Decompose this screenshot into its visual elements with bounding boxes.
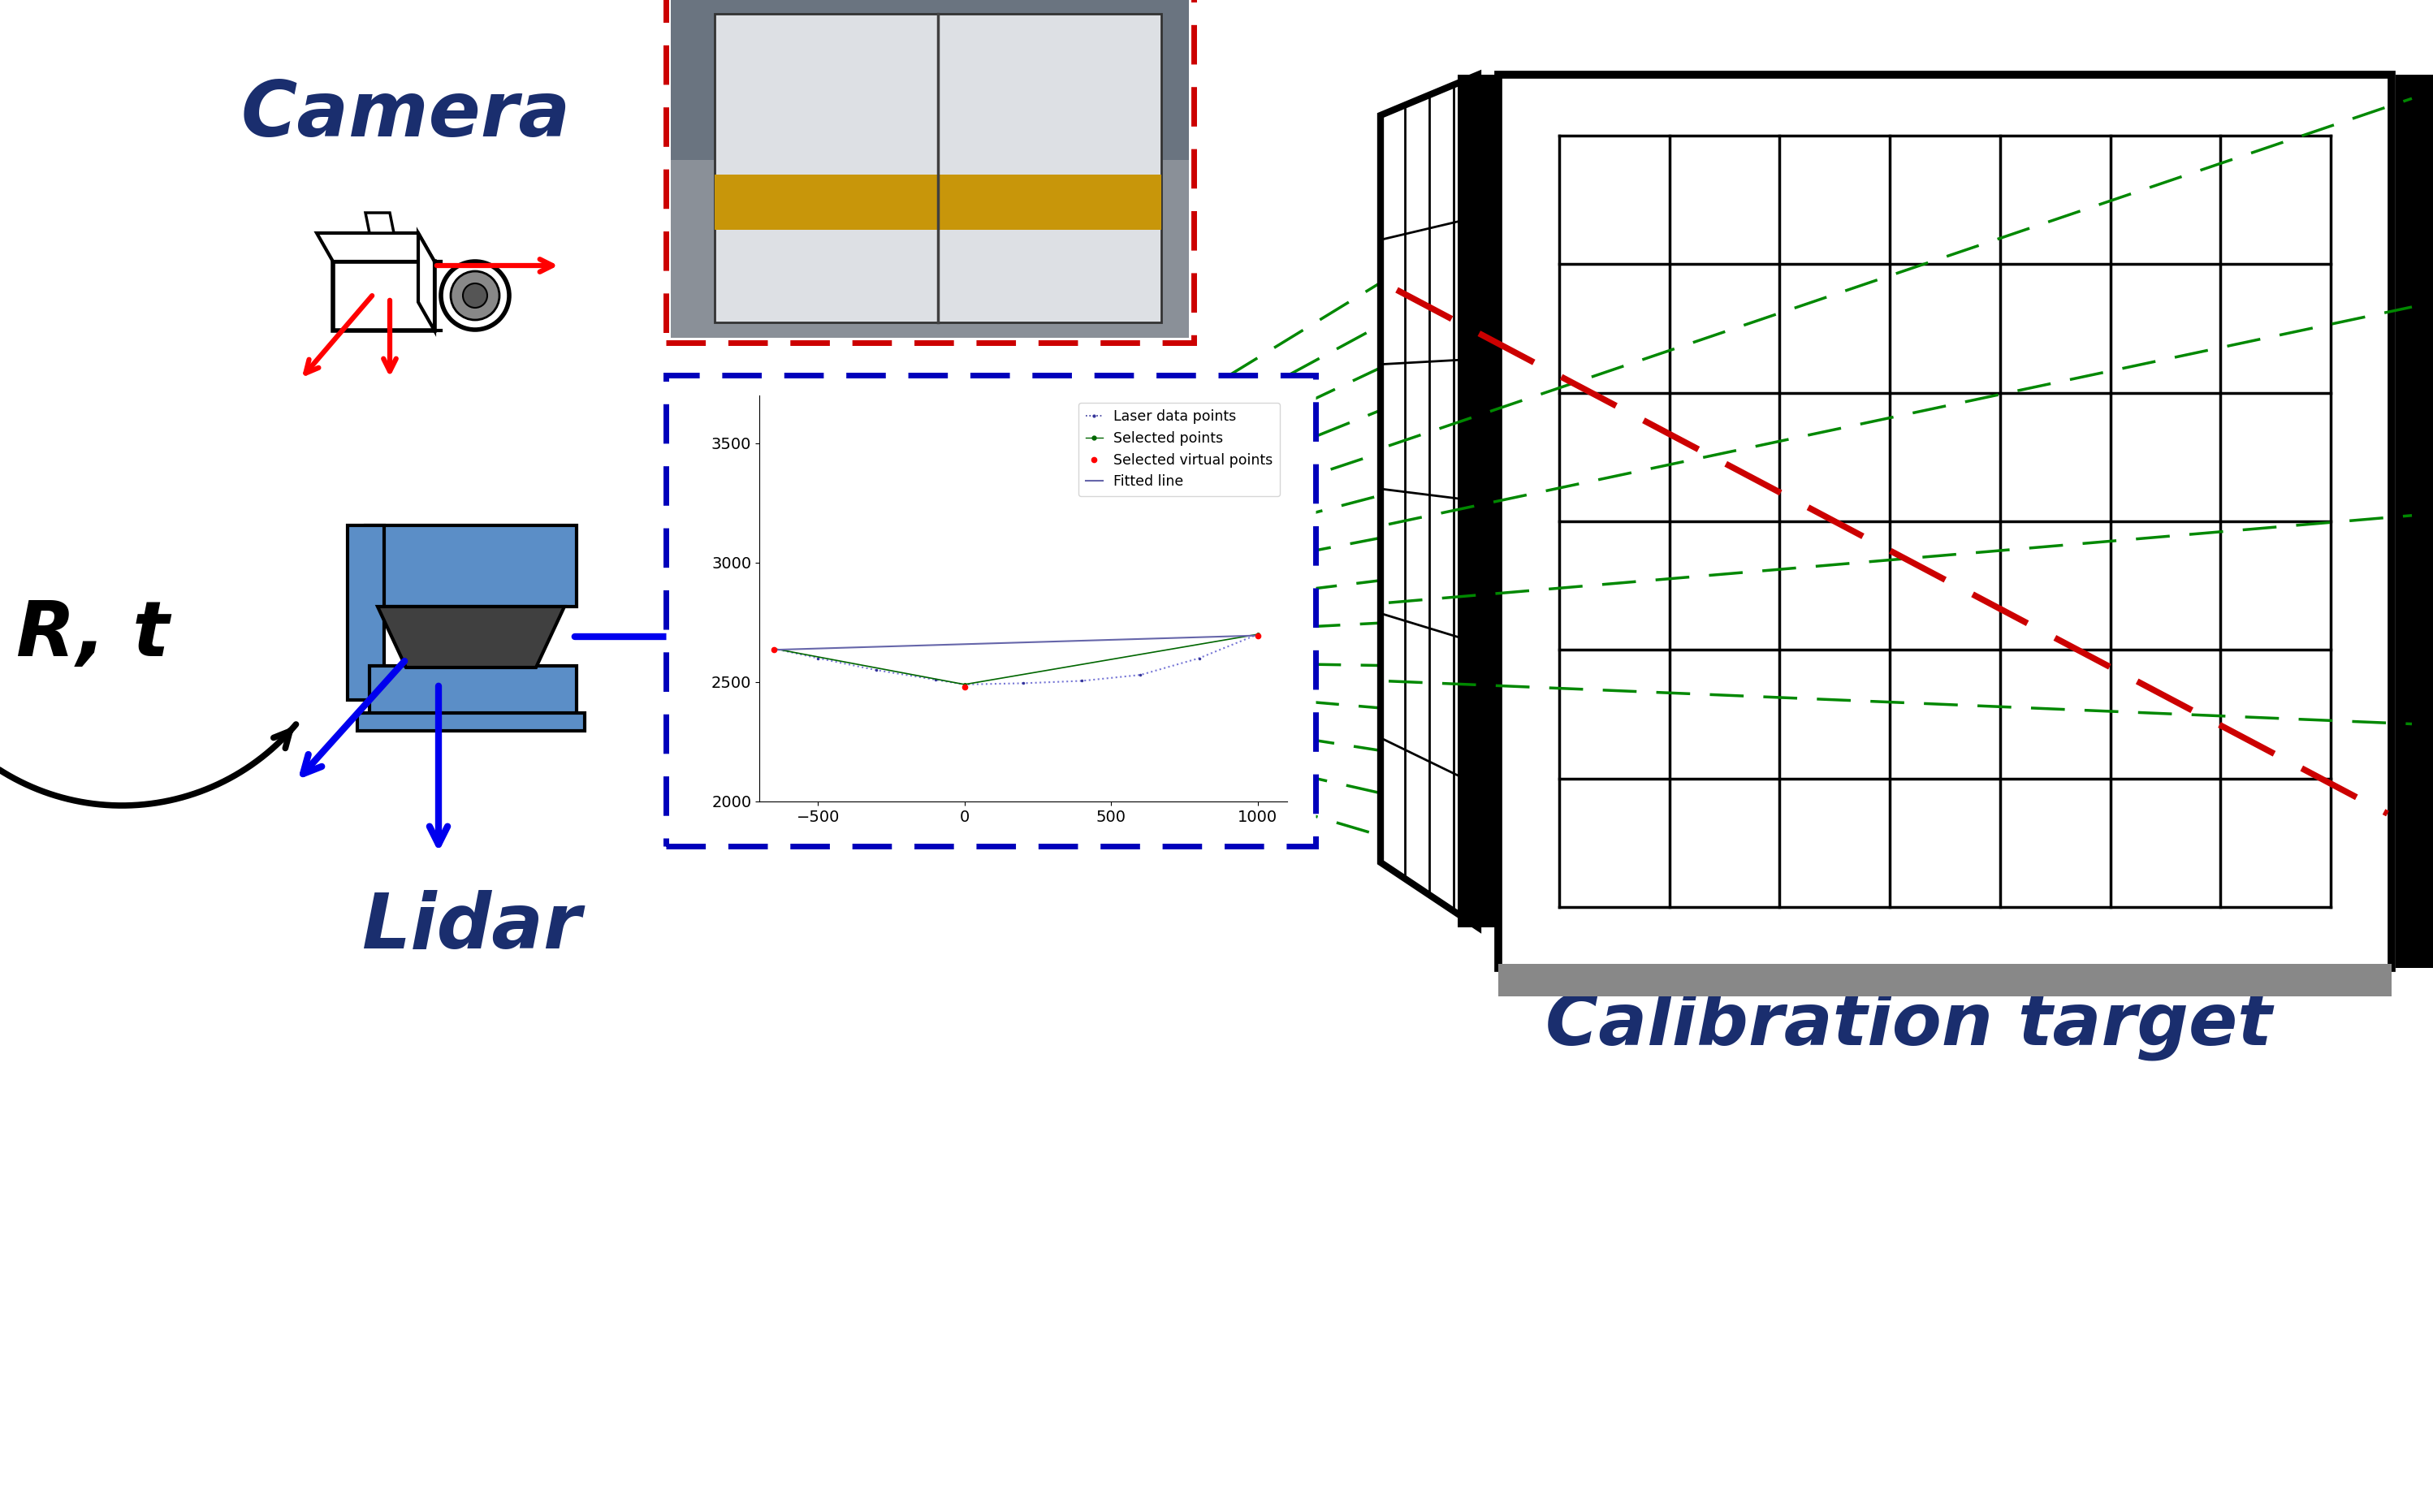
Polygon shape [377, 606, 564, 667]
Legend: Laser data points, Selected points, Selected virtual points, Fitted line: Laser data points, Selected points, Sele… [1078, 402, 1280, 496]
Bar [715, 174, 1161, 230]
Bar [715, 14, 1161, 322]
Bar [1499, 74, 2392, 968]
Polygon shape [1380, 74, 1477, 927]
Bar [667, 375, 1316, 847]
Text: Lidar: Lidar [360, 891, 581, 965]
Bar [370, 665, 577, 717]
Bar [365, 525, 577, 606]
Bar [348, 525, 384, 700]
Bar [672, 0, 1190, 160]
Bar [1499, 963, 2392, 996]
Circle shape [440, 262, 508, 330]
Text: R, t: R, t [17, 597, 170, 673]
Polygon shape [365, 213, 394, 233]
Bar [667, 0, 1195, 343]
Bar [1457, 74, 1499, 927]
Polygon shape [418, 233, 436, 331]
Circle shape [462, 283, 487, 308]
Polygon shape [316, 233, 436, 262]
Text: Camera: Camera [241, 79, 572, 153]
Bar [358, 714, 584, 730]
Bar [672, 0, 1190, 337]
Bar [2397, 74, 2433, 968]
Circle shape [450, 271, 499, 321]
Text: Calibration target: Calibration target [1545, 989, 2272, 1060]
Polygon shape [333, 262, 436, 331]
